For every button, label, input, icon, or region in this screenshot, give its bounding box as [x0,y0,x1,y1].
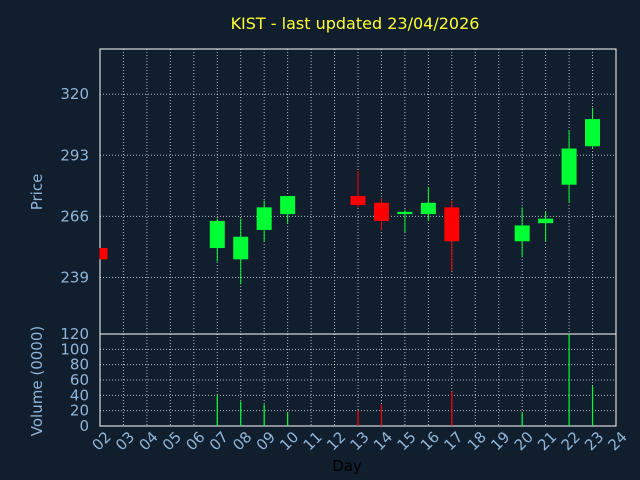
candle-07 [209,218,225,262]
candle-14 [373,198,389,230]
x-tick-label: 14 [370,428,396,454]
candle-16 [420,186,436,221]
candle-body [397,211,413,215]
volume-tick-label: 40 [70,386,89,404]
candle-body [209,220,225,249]
price-tick-label: 320 [60,85,89,103]
candle-body [100,248,108,260]
candle-23 [585,107,601,149]
x-tick-label: 12 [323,428,349,454]
x-tick-label: 20 [511,428,537,454]
x-tick-label: 05 [159,428,185,454]
x-tick-label: 15 [393,428,419,454]
x-tick-label: 13 [347,428,373,454]
candle-body [561,148,577,185]
price-tick-label: 239 [60,268,89,286]
candle-20 [514,207,530,258]
volume-tick-label: 60 [70,371,89,389]
volume-tick-label: 0 [79,417,89,435]
volume-tick-label: 80 [70,356,89,374]
x-tick-label: 23 [581,428,607,454]
candle-15 [397,209,413,233]
candle-body [514,225,530,242]
volume-tick-label: 120 [60,325,89,343]
x-tick-label: 09 [253,428,279,454]
x-axis-label: Day [332,457,362,475]
chart-title: KIST - last updated 23/04/2026 [231,14,480,33]
x-tick-label: 16 [417,428,443,454]
volume-axis-label: Volume (0000) [28,326,46,436]
candle-10 [280,196,296,224]
volume-tick-label: 100 [60,340,89,358]
candle-09 [256,200,272,242]
volume-tick-label: 20 [70,402,89,420]
candle-17 [444,200,460,271]
candle-21 [538,211,554,242]
x-tick-label: 06 [182,428,208,454]
x-tick-label: 08 [229,428,255,454]
x-tick-label: 22 [558,428,584,454]
x-tick-label: 24 [605,428,631,454]
candle-22 [561,130,577,203]
candle-body [538,218,554,224]
price-panel: 239 266 293 320 [60,48,617,335]
candle-body [350,196,366,206]
candle-08 [233,218,249,285]
candle-body [233,236,249,260]
x-tick-label: 03 [112,428,138,454]
candle-body [373,202,389,221]
x-tick-label: 02 [89,428,115,454]
x-tick-label: 19 [487,428,513,454]
x-tick-label: 04 [135,428,161,454]
candle-02 [99,248,108,260]
price-tick-label: 266 [60,207,89,225]
price-tick-label: 293 [60,146,89,164]
x-tick-label: 18 [464,428,490,454]
x-tick-label: 17 [440,428,466,454]
candle-body [585,119,601,147]
candle-body [444,207,460,242]
price-axis-label: Price [28,174,46,211]
x-axis-ticks: 0203040506070809101112131415161718192021… [89,428,631,454]
x-tick-label: 21 [534,428,560,454]
x-tick-label: 11 [300,428,326,454]
candle-body [256,207,272,230]
candle-13 [350,171,366,208]
x-tick-label: 10 [276,428,302,454]
candle-body [280,196,296,215]
candle-body [420,202,436,215]
x-tick-label: 07 [206,428,232,454]
